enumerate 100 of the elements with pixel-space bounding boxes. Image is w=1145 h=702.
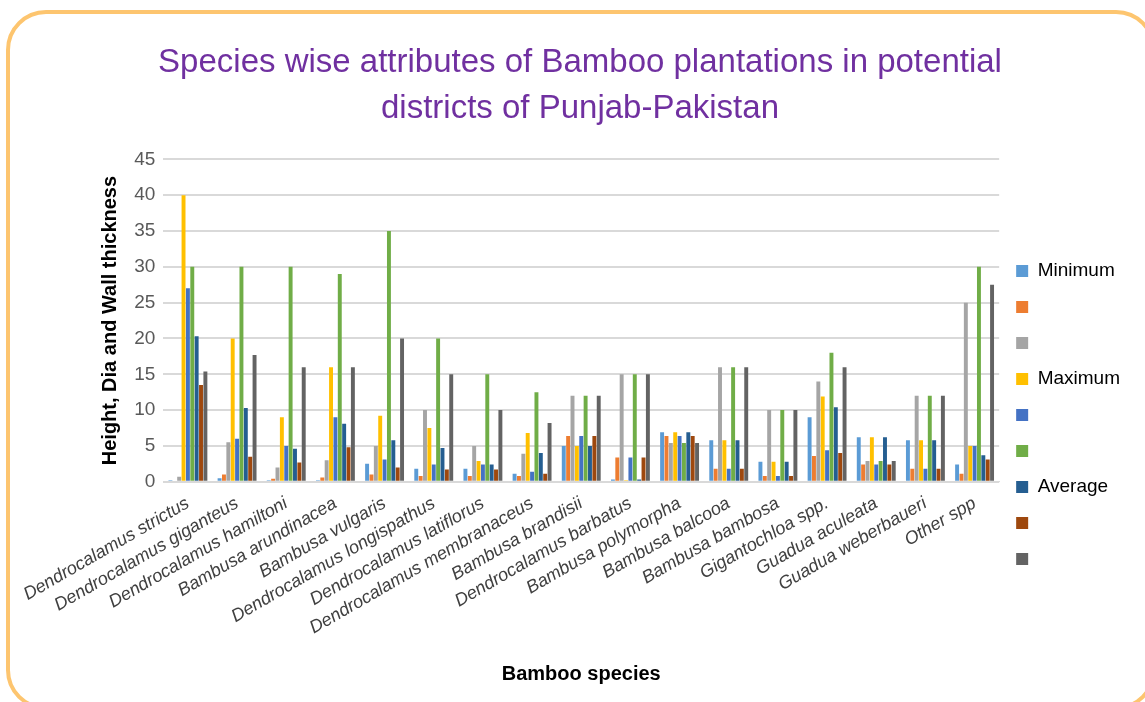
bar bbox=[596, 395, 601, 481]
bar bbox=[856, 437, 861, 481]
bar bbox=[177, 476, 182, 481]
bar bbox=[480, 464, 485, 481]
y-tick-label: 20 bbox=[134, 326, 156, 348]
bar bbox=[874, 464, 879, 481]
bar bbox=[427, 428, 432, 481]
bar bbox=[436, 338, 441, 481]
y-tick-label: 45 bbox=[134, 147, 156, 169]
bar bbox=[963, 302, 968, 481]
bar bbox=[673, 432, 678, 481]
bar bbox=[583, 395, 588, 481]
bar bbox=[431, 464, 436, 481]
bar bbox=[905, 440, 910, 481]
bar bbox=[239, 266, 244, 481]
bar bbox=[181, 195, 186, 481]
bar bbox=[467, 476, 472, 481]
bar bbox=[203, 371, 208, 481]
bar bbox=[664, 435, 669, 481]
bar bbox=[645, 374, 650, 481]
bar bbox=[718, 367, 722, 481]
bar bbox=[243, 407, 248, 481]
legend-label: Minimum bbox=[1037, 259, 1115, 281]
y-tick-label: 15 bbox=[134, 362, 156, 384]
bar bbox=[194, 336, 199, 481]
bar bbox=[293, 448, 297, 481]
bar bbox=[235, 438, 240, 481]
bar bbox=[739, 468, 744, 481]
bar bbox=[615, 457, 620, 481]
bar bbox=[301, 367, 306, 481]
bar bbox=[619, 374, 624, 481]
bar bbox=[914, 395, 919, 481]
bar bbox=[574, 445, 579, 481]
bar bbox=[812, 455, 816, 481]
bar bbox=[329, 367, 333, 481]
bar bbox=[525, 433, 530, 481]
bar bbox=[681, 443, 686, 481]
bar bbox=[981, 455, 986, 481]
bar bbox=[972, 445, 977, 481]
bar bbox=[632, 374, 637, 481]
bar bbox=[395, 467, 400, 481]
x-axis-title: Bamboo species bbox=[501, 661, 661, 684]
bar bbox=[940, 395, 945, 481]
bar bbox=[185, 288, 190, 481]
bar bbox=[744, 367, 749, 481]
bar bbox=[320, 477, 325, 481]
bar bbox=[414, 468, 419, 481]
y-tick-label: 0 bbox=[144, 469, 156, 491]
bar bbox=[816, 381, 821, 481]
bar bbox=[825, 450, 830, 481]
y-tick-label: 5 bbox=[144, 434, 156, 456]
bar bbox=[297, 462, 302, 481]
bar bbox=[391, 440, 396, 481]
bar bbox=[199, 385, 203, 481]
bar bbox=[350, 367, 355, 481]
bar bbox=[252, 354, 257, 481]
bar bbox=[767, 410, 772, 481]
bar bbox=[382, 459, 387, 481]
bar bbox=[423, 410, 427, 481]
bar bbox=[807, 417, 812, 481]
bar bbox=[762, 476, 767, 481]
bar bbox=[668, 443, 673, 481]
legend-label: Maximum bbox=[1037, 367, 1121, 389]
bar bbox=[695, 443, 700, 481]
bar bbox=[878, 460, 883, 481]
bar bbox=[279, 417, 284, 481]
bar bbox=[333, 417, 338, 481]
bar bbox=[820, 396, 825, 481]
bar bbox=[833, 407, 838, 481]
bar bbox=[226, 442, 231, 481]
bar bbox=[190, 266, 195, 481]
chart-title: Species wise attributes of Bamboo plantations in potential districts of Punjab-Pakistan bbox=[157, 41, 1003, 127]
bar bbox=[919, 440, 924, 481]
bar bbox=[976, 266, 981, 481]
bar bbox=[324, 460, 329, 481]
bar bbox=[883, 437, 887, 481]
y-tick-label: 30 bbox=[134, 255, 156, 277]
bar bbox=[369, 474, 374, 481]
bar bbox=[547, 423, 552, 481]
bar bbox=[373, 445, 378, 481]
bar bbox=[793, 410, 798, 481]
bar bbox=[771, 461, 776, 481]
bar bbox=[927, 395, 932, 481]
bar bbox=[923, 468, 928, 481]
bar bbox=[660, 432, 665, 481]
bar bbox=[861, 464, 866, 481]
y-axis-title: Height, Dia and Wall thickness bbox=[97, 175, 120, 466]
y-tick-label: 35 bbox=[134, 219, 156, 241]
bar bbox=[386, 231, 391, 481]
bar bbox=[521, 453, 526, 481]
bar bbox=[512, 473, 517, 481]
bar bbox=[722, 440, 727, 481]
bar bbox=[968, 445, 973, 481]
bar bbox=[284, 445, 289, 481]
bar bbox=[775, 476, 780, 481]
bar bbox=[686, 432, 691, 481]
bar bbox=[789, 476, 793, 481]
bar bbox=[579, 435, 584, 481]
bar bbox=[677, 435, 682, 481]
bar bbox=[476, 460, 481, 481]
